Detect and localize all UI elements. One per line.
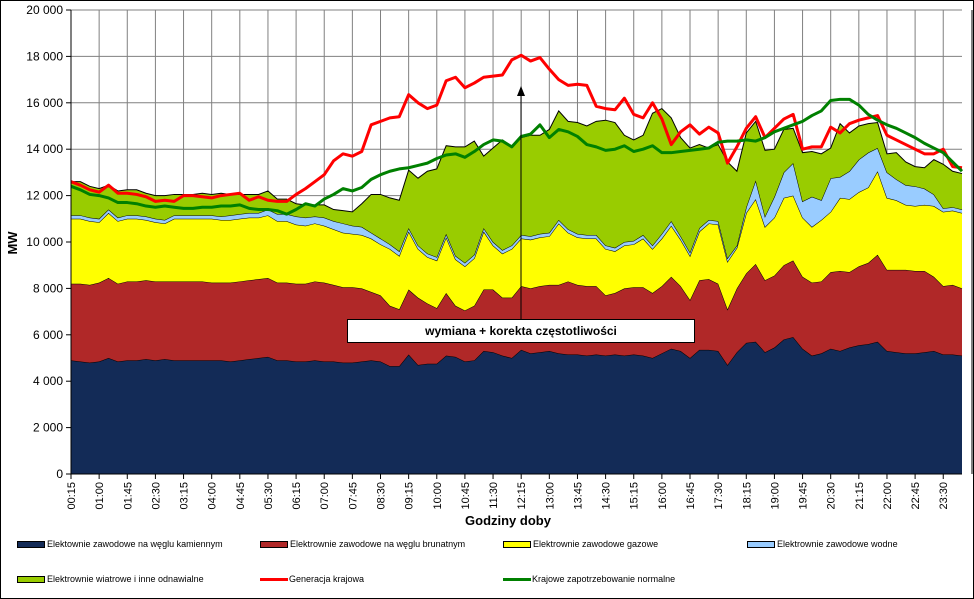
x-tick-label: 02:30	[150, 482, 162, 510]
x-tick-label: 13:00	[544, 482, 556, 510]
x-tick-label: 15:15	[629, 482, 641, 510]
legend-label: Elektrownie zawodowe wodne	[777, 539, 898, 549]
y-tick-label: 12 000	[26, 189, 63, 203]
x-tick-label: 19:45	[798, 482, 810, 510]
area-wind	[71, 108, 962, 263]
y-tick-label: 16 000	[26, 96, 63, 110]
legend-label: Elektrownie zawodowe na węglu brunatnym	[290, 539, 466, 549]
legend-item-gas: Elektrownie zawodowe gazowe	[503, 539, 658, 549]
x-axis-title: Godziny doby	[465, 513, 552, 528]
legend-swatch-gas	[503, 540, 531, 548]
stacked-areas	[70, 107, 963, 474]
x-tick-label: 17:30	[713, 482, 725, 510]
line-generation	[70, 53, 963, 203]
legend-item-hard-coal: Elektownie zawodowe na węglu kamiennym	[17, 539, 223, 549]
x-tick-label: 04:45	[235, 482, 247, 510]
x-tick-label: 16:00	[657, 482, 669, 510]
x-tick-label: 04:00	[207, 482, 219, 510]
x-tick-label: 01:45	[122, 482, 134, 510]
annotation-box: wymiana + korekta częstotliwości	[347, 319, 695, 343]
x-tick-label: 00:15	[66, 482, 78, 510]
x-tick-label: 18:15	[741, 482, 753, 510]
area-gas	[71, 171, 962, 311]
x-tick-label: 22:45	[910, 482, 922, 510]
series-lines	[70, 53, 964, 216]
x-tick-label: 07:45	[347, 482, 359, 510]
y-axis-title: MW	[5, 231, 20, 255]
x-tick-label: 12:15	[516, 482, 528, 510]
y-tick-label: 2 000	[33, 421, 63, 435]
legend-swatch-hard-coal	[17, 540, 45, 548]
x-tick-label: 20:30	[826, 482, 838, 510]
legend-swatch-generation	[260, 577, 288, 581]
x-tick-label: 08:30	[376, 482, 388, 510]
legend-item-wind: Elektrownie wiatrowe i inne odnawialne	[17, 574, 204, 584]
legend-swatch-hydro	[747, 540, 775, 548]
y-tick-label: 18 000	[26, 49, 63, 63]
line-demand	[70, 97, 964, 216]
y-tick-label: 10 000	[26, 235, 63, 249]
y-tick-label: 4 000	[33, 374, 63, 388]
x-tick-label: 11:30	[488, 482, 500, 509]
legend-item-generation: Generacja krajowa	[260, 574, 364, 584]
legend-item-hydro: Elektrownie zawodowe wodne	[747, 539, 898, 549]
y-tick-label: 8 000	[33, 281, 63, 295]
x-tick-label: 19:00	[769, 482, 781, 510]
x-tick-label: 23:30	[938, 482, 950, 510]
y-tick-label: 0	[56, 467, 63, 481]
y-tick-label: 6 000	[33, 328, 63, 342]
area-gas-border	[71, 170, 963, 268]
area-hard-coal	[71, 337, 962, 474]
x-tick-label: 03:15	[179, 482, 191, 510]
x-tick-label: 22:00	[882, 482, 894, 510]
y-tick-label: 20 000	[26, 3, 63, 17]
axes	[66, 9, 973, 479]
legend-label: Elektrownie wiatrowe i inne odnawialne	[47, 574, 204, 584]
area-lignite	[71, 254, 962, 367]
x-tick-label: 10:00	[432, 482, 444, 510]
x-tick-label: 21:15	[854, 482, 866, 510]
y-tick-labels: 0 2 000 4 000 6 000 8 000 10 000 12 000 14 000 1…	[26, 3, 63, 481]
y-tick-label: 14 000	[26, 142, 63, 156]
annotation-arrowhead	[517, 86, 525, 96]
x-tick-label: 09:15	[404, 482, 416, 510]
legend-label: Generacja krajowa	[289, 574, 365, 584]
x-tick-label: 10:45	[460, 482, 472, 510]
legend-swatch-demand	[503, 577, 531, 581]
legend-swatch-wind	[17, 575, 45, 583]
legend-swatch-lignite	[260, 540, 288, 548]
x-tick-label: 06:15	[291, 482, 303, 510]
x-tick-label: 01:00	[94, 482, 106, 510]
legend-label: Krajowe zapotrzebowanie normalne	[532, 574, 676, 584]
x-tick-label: 16:45	[685, 482, 697, 510]
x-tick-labels: 00:15 01:00 01:45 02:30 03:15 04:00 04:45 05:30…	[66, 482, 950, 510]
x-tick-label: 13:45	[572, 482, 584, 510]
legend-item-lignite: Elektrownie zawodowe na węglu brunatnym	[260, 539, 465, 549]
annotation-text: wymiana + korekta częstotliwości	[425, 324, 617, 338]
legend-item-demand: Krajowe zapotrzebowanie normalne	[503, 574, 675, 584]
x-tick-label: 07:00	[319, 482, 331, 510]
legend-label: Elektownie zawodowe na węglu kamiennym	[47, 539, 223, 549]
x-tick-label: 14:30	[601, 482, 613, 510]
legend-label: Elektrownie zawodowe gazowe	[533, 539, 659, 549]
x-tick-label: 05:30	[263, 482, 275, 510]
